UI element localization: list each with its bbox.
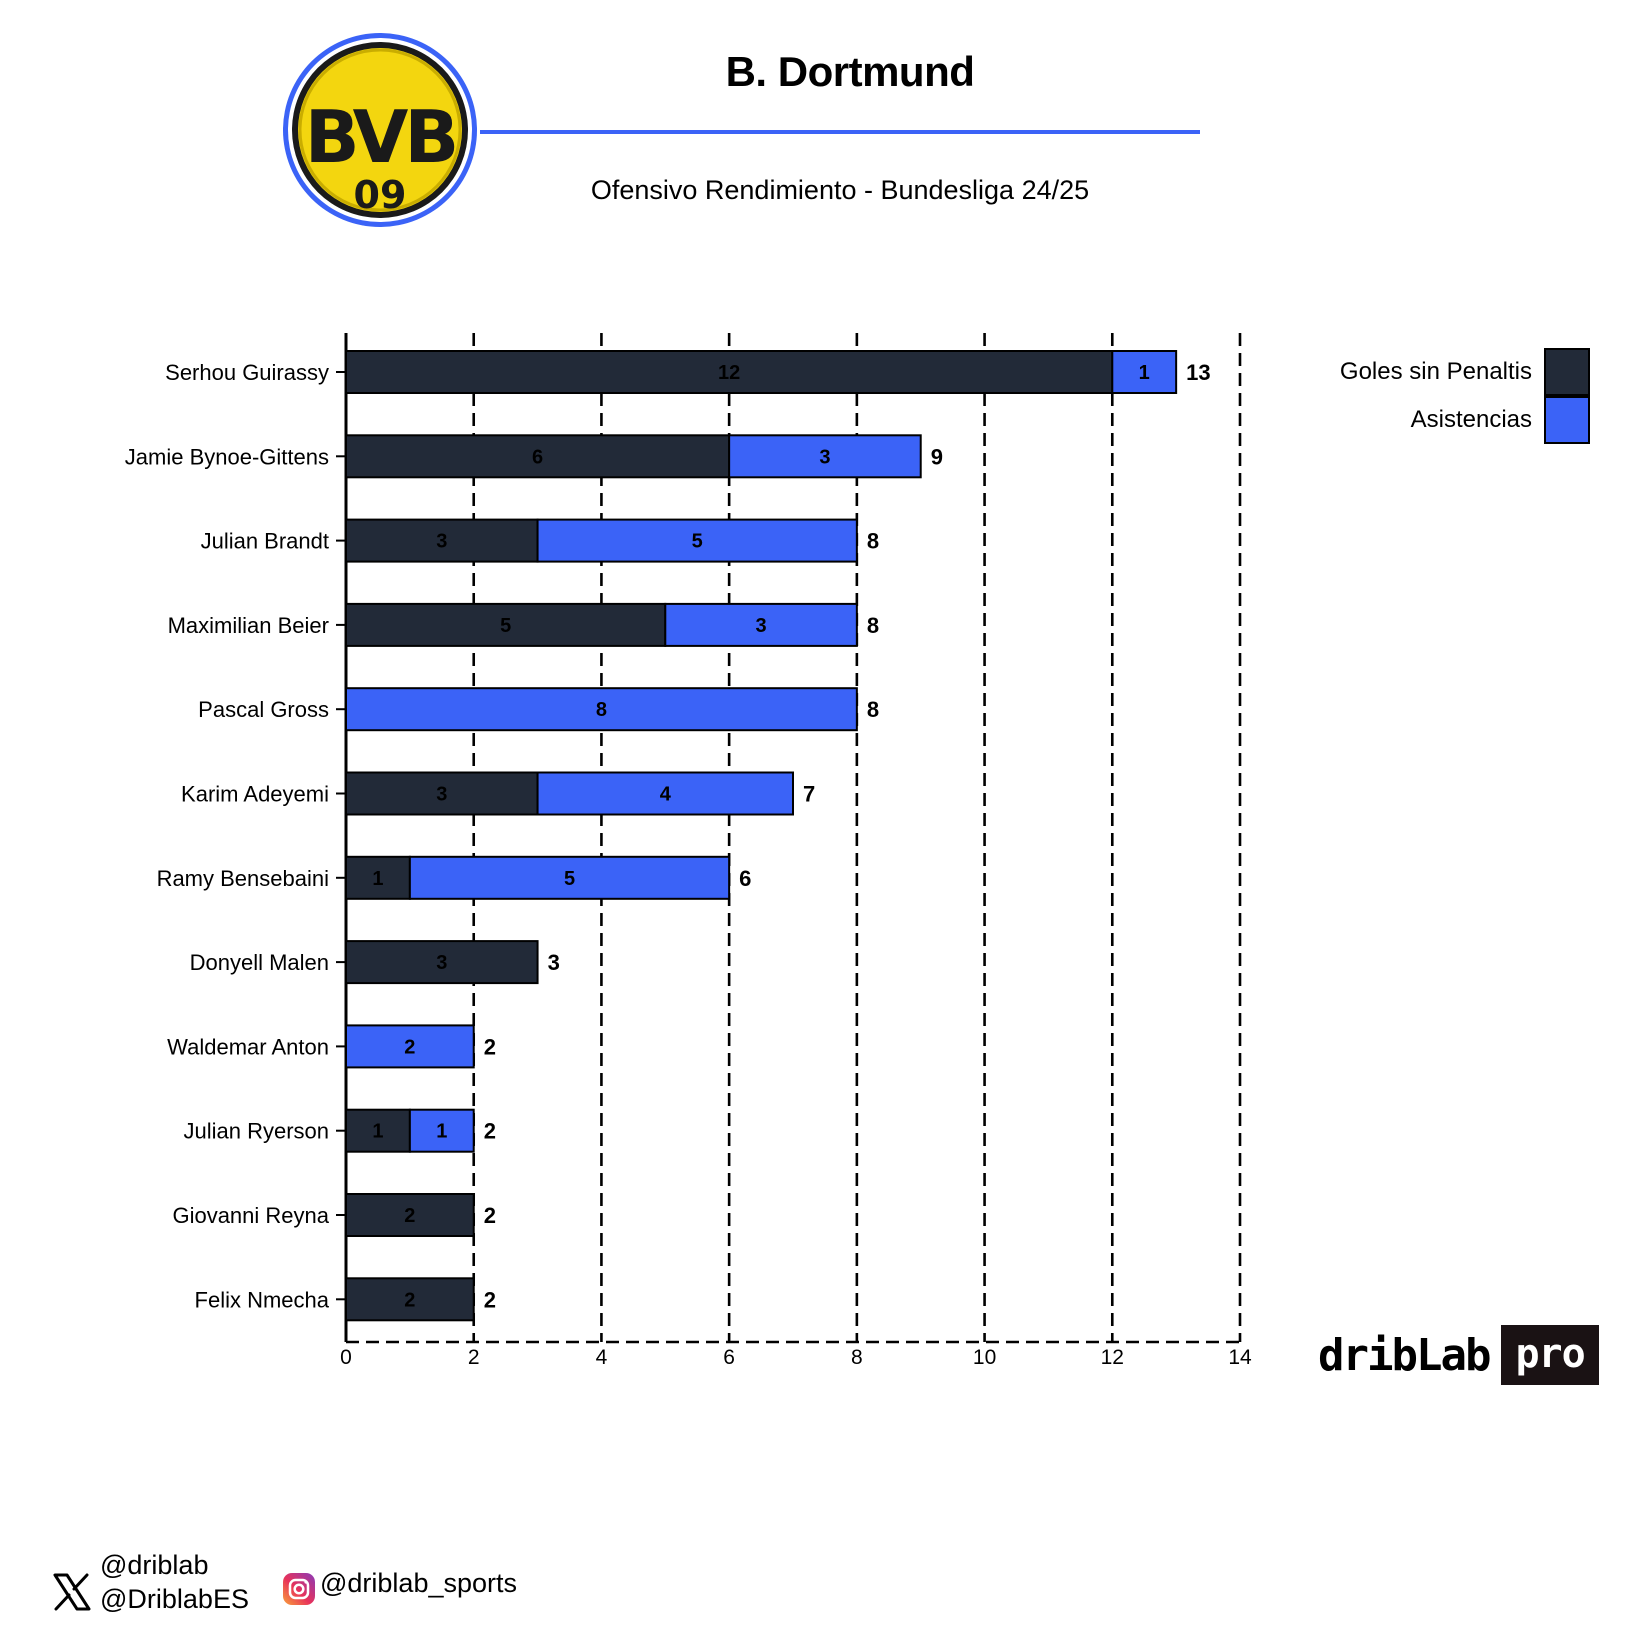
legend: Goles sin Penaltis Asistencias [1300,348,1590,448]
data-label-total: 3 [548,950,560,975]
bar-goals [345,1277,475,1322]
bar-assists [408,855,731,900]
footer-social: @driblab @DriblabES @driblab_sports [52,1550,652,1630]
data-label-assists: 5 [692,531,703,553]
category-label: Giovanni Reyna [172,1203,329,1228]
data-label-assists: 4 [660,784,672,806]
category-label: Julian Ryerson [183,1119,329,1144]
data-label-assists: 3 [819,446,830,468]
legend-label-goals: Goles sin Penaltis [1339,358,1532,385]
data-label-total: 8 [867,613,879,638]
category-label: Julian Brandt [201,529,329,554]
data-label-assists: 1 [436,1121,447,1143]
bar-assists [536,518,858,563]
data-label-assists: 5 [564,868,575,890]
brand-pro-badge: pro [1501,1325,1599,1385]
data-label-goals: 1 [372,1121,383,1143]
bar-goals [345,855,411,900]
data-label-goals: 3 [436,531,447,553]
bar-goals [345,602,667,647]
x-handle-secondary[interactable]: @DriblabES [100,1584,249,1614]
bar-goals [345,771,539,816]
title-divider [480,130,1200,134]
data-label-total: 8 [867,529,879,554]
bar-assists [664,602,858,647]
x-tick-label-4: 4 [596,1346,608,1369]
data-label-goals: 2 [404,1289,415,1311]
category-label: Jamie Bynoe-Gittens [125,444,329,469]
x-tick-label-10: 10 [973,1346,996,1369]
data-label-total: 9 [931,444,943,469]
legend-swatch-goals [1544,348,1590,396]
bar-assists [408,1108,475,1153]
page-subtitle: Ofensivo Rendimiento - Bundesliga 24/25 [590,175,1090,205]
bar-assists [345,1024,475,1069]
data-label-assists: 8 [596,699,607,721]
crest-text-bottom: 09 [354,173,407,217]
bvb-crest-icon: BVB 09 [283,33,477,227]
data-label-total: 2 [484,1119,496,1144]
data-label-assists: 3 [756,615,767,637]
x-tick-label-0: 0 [340,1346,352,1369]
category-label: Serhou Guirassy [165,360,329,385]
instagram-handle[interactable]: @driblab_sports [320,1568,518,1598]
bar-assists [728,434,922,479]
x-tick-label-12: 12 [1101,1346,1124,1369]
instagram-icon [283,1573,315,1605]
data-label-total: 8 [867,697,879,722]
x-tick-label-14: 14 [1228,1346,1252,1369]
data-label-goals: 3 [436,784,447,806]
category-label: Waldemar Anton [167,1034,329,1059]
legend-item-goals: Goles sin Penaltis [1340,348,1590,396]
data-label-total: 7 [803,782,815,807]
data-label-assists: 1 [1139,362,1150,384]
bar-assists [536,771,794,816]
category-label: Ramy Bensebaini [157,866,329,891]
bar-goals [345,1193,475,1237]
data-label-total: 13 [1186,360,1210,385]
data-label-goals: 3 [436,952,447,974]
crest-text-top: BVB [305,95,456,179]
x-tick-label-6: 6 [723,1346,735,1369]
grid-lines [336,333,1242,1344]
x-tick-label-8: 8 [851,1346,863,1369]
brand-logo: dribLab pro [1318,1325,1599,1385]
x-handle-primary[interactable]: @driblab [100,1550,209,1580]
data-label-goals: 6 [532,446,543,468]
data-label-total: 2 [484,1203,496,1228]
legend-swatch-assists [1544,396,1590,444]
x-tick-label-2: 2 [468,1346,480,1369]
category-label: Maximilian Beier [168,613,329,638]
brand-wordmark: dribLab [1318,1329,1491,1381]
bars [345,350,1178,1322]
legend-label-assists: Asistencias [1410,406,1532,433]
page-title: B. Dortmund [725,48,975,95]
data-label-total: 2 [484,1287,496,1312]
bar-goals [345,518,539,563]
bar-assists [1111,350,1178,394]
category-label: Karim Adeyemi [181,782,329,807]
category-label: Donyell Malen [190,950,329,975]
data-label-goals: 1 [372,868,383,890]
data-label-goals: 2 [404,1205,415,1227]
bar-goals [345,1108,411,1153]
data-label-assists: 2 [404,1036,415,1058]
data-label-total: 2 [484,1034,496,1059]
data-label-total: 6 [739,866,751,891]
x-twitter-icon [53,1573,91,1611]
bar-assists [345,687,858,732]
data-label-goals: 12 [718,362,740,384]
bar-goals [345,940,539,985]
legend-item-assists: Asistencias [1411,396,1590,444]
category-label: Felix Nmecha [195,1287,330,1312]
data-label-goals: 5 [500,615,511,637]
category-label: Pascal Gross [198,697,329,722]
